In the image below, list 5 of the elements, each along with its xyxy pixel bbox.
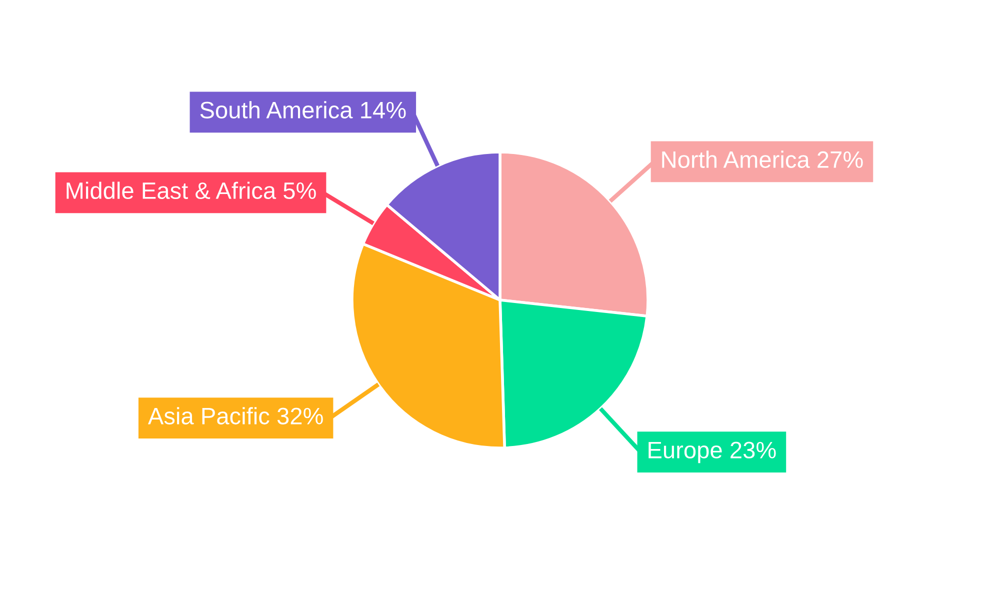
- slice-label: Europe 23%: [648, 442, 776, 464]
- slice-label: North America 27%: [662, 150, 863, 168]
- slice-label: Asia Pacific 32%: [148, 407, 323, 424]
- slice-label: South America 14%: [200, 101, 406, 118]
- slice-label: Middle East & Africa 5%: [66, 182, 316, 200]
